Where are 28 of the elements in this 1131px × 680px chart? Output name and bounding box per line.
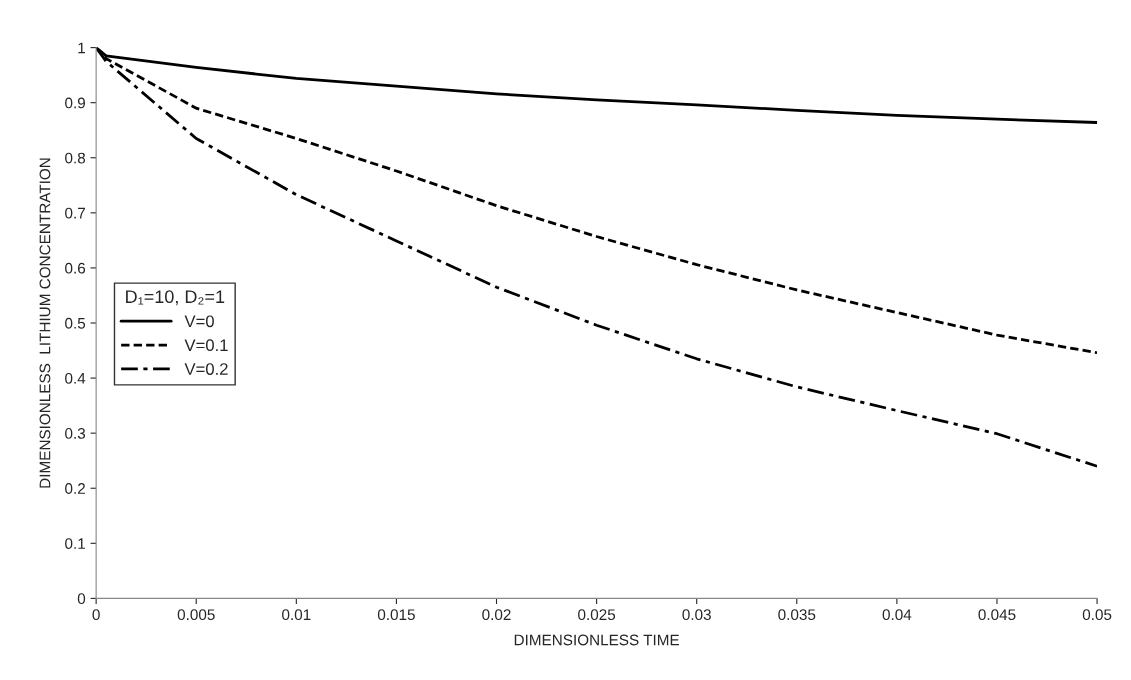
x-tick-label: 0.025 (578, 609, 616, 621)
y-axis-title: DIMENSIONLESS LITHIUM CONCENTRATION (39, 158, 51, 488)
x-tick-label: 0.045 (978, 609, 1016, 621)
y-tick-label: 0.7 (65, 207, 85, 219)
legend-title: D₁=10, D₂=1 (126, 290, 225, 306)
y-tick-label: 0.9 (65, 97, 85, 109)
y-tick-label: 0 (77, 593, 86, 605)
legend-label: V=0.2 (184, 363, 228, 375)
y-tick-label: 0.8 (65, 152, 86, 164)
y-tick-label: 0.2 (65, 483, 85, 494)
x-tick-label: 0.02 (482, 609, 511, 621)
x-axis-title: DIMENSIONLESS TIME (514, 634, 680, 646)
y-tick-label: 0.3 (65, 428, 86, 439)
legend-label: V=0 (184, 315, 214, 328)
y-tick-label: 0.6 (65, 262, 86, 274)
y-tick-label: 0.5 (65, 317, 86, 329)
x-tick-label: 0.015 (377, 609, 415, 621)
x-tick-label: 0.03 (682, 609, 711, 621)
y-tick-label: 1 (78, 42, 85, 54)
y-tick-label: 0.1 (65, 538, 85, 550)
x-tick-label: 0.04 (882, 609, 912, 621)
x-tick-label: 0.05 (1082, 609, 1112, 621)
x-tick-label: 0.035 (778, 609, 816, 621)
x-tick-label: 0.01 (282, 609, 311, 621)
legend-label: V=0.1 (184, 339, 228, 352)
x-tick-label: 0 (92, 609, 100, 621)
x-tick-label: 0.005 (177, 609, 215, 621)
y-tick-label: 0.4 (65, 372, 86, 384)
